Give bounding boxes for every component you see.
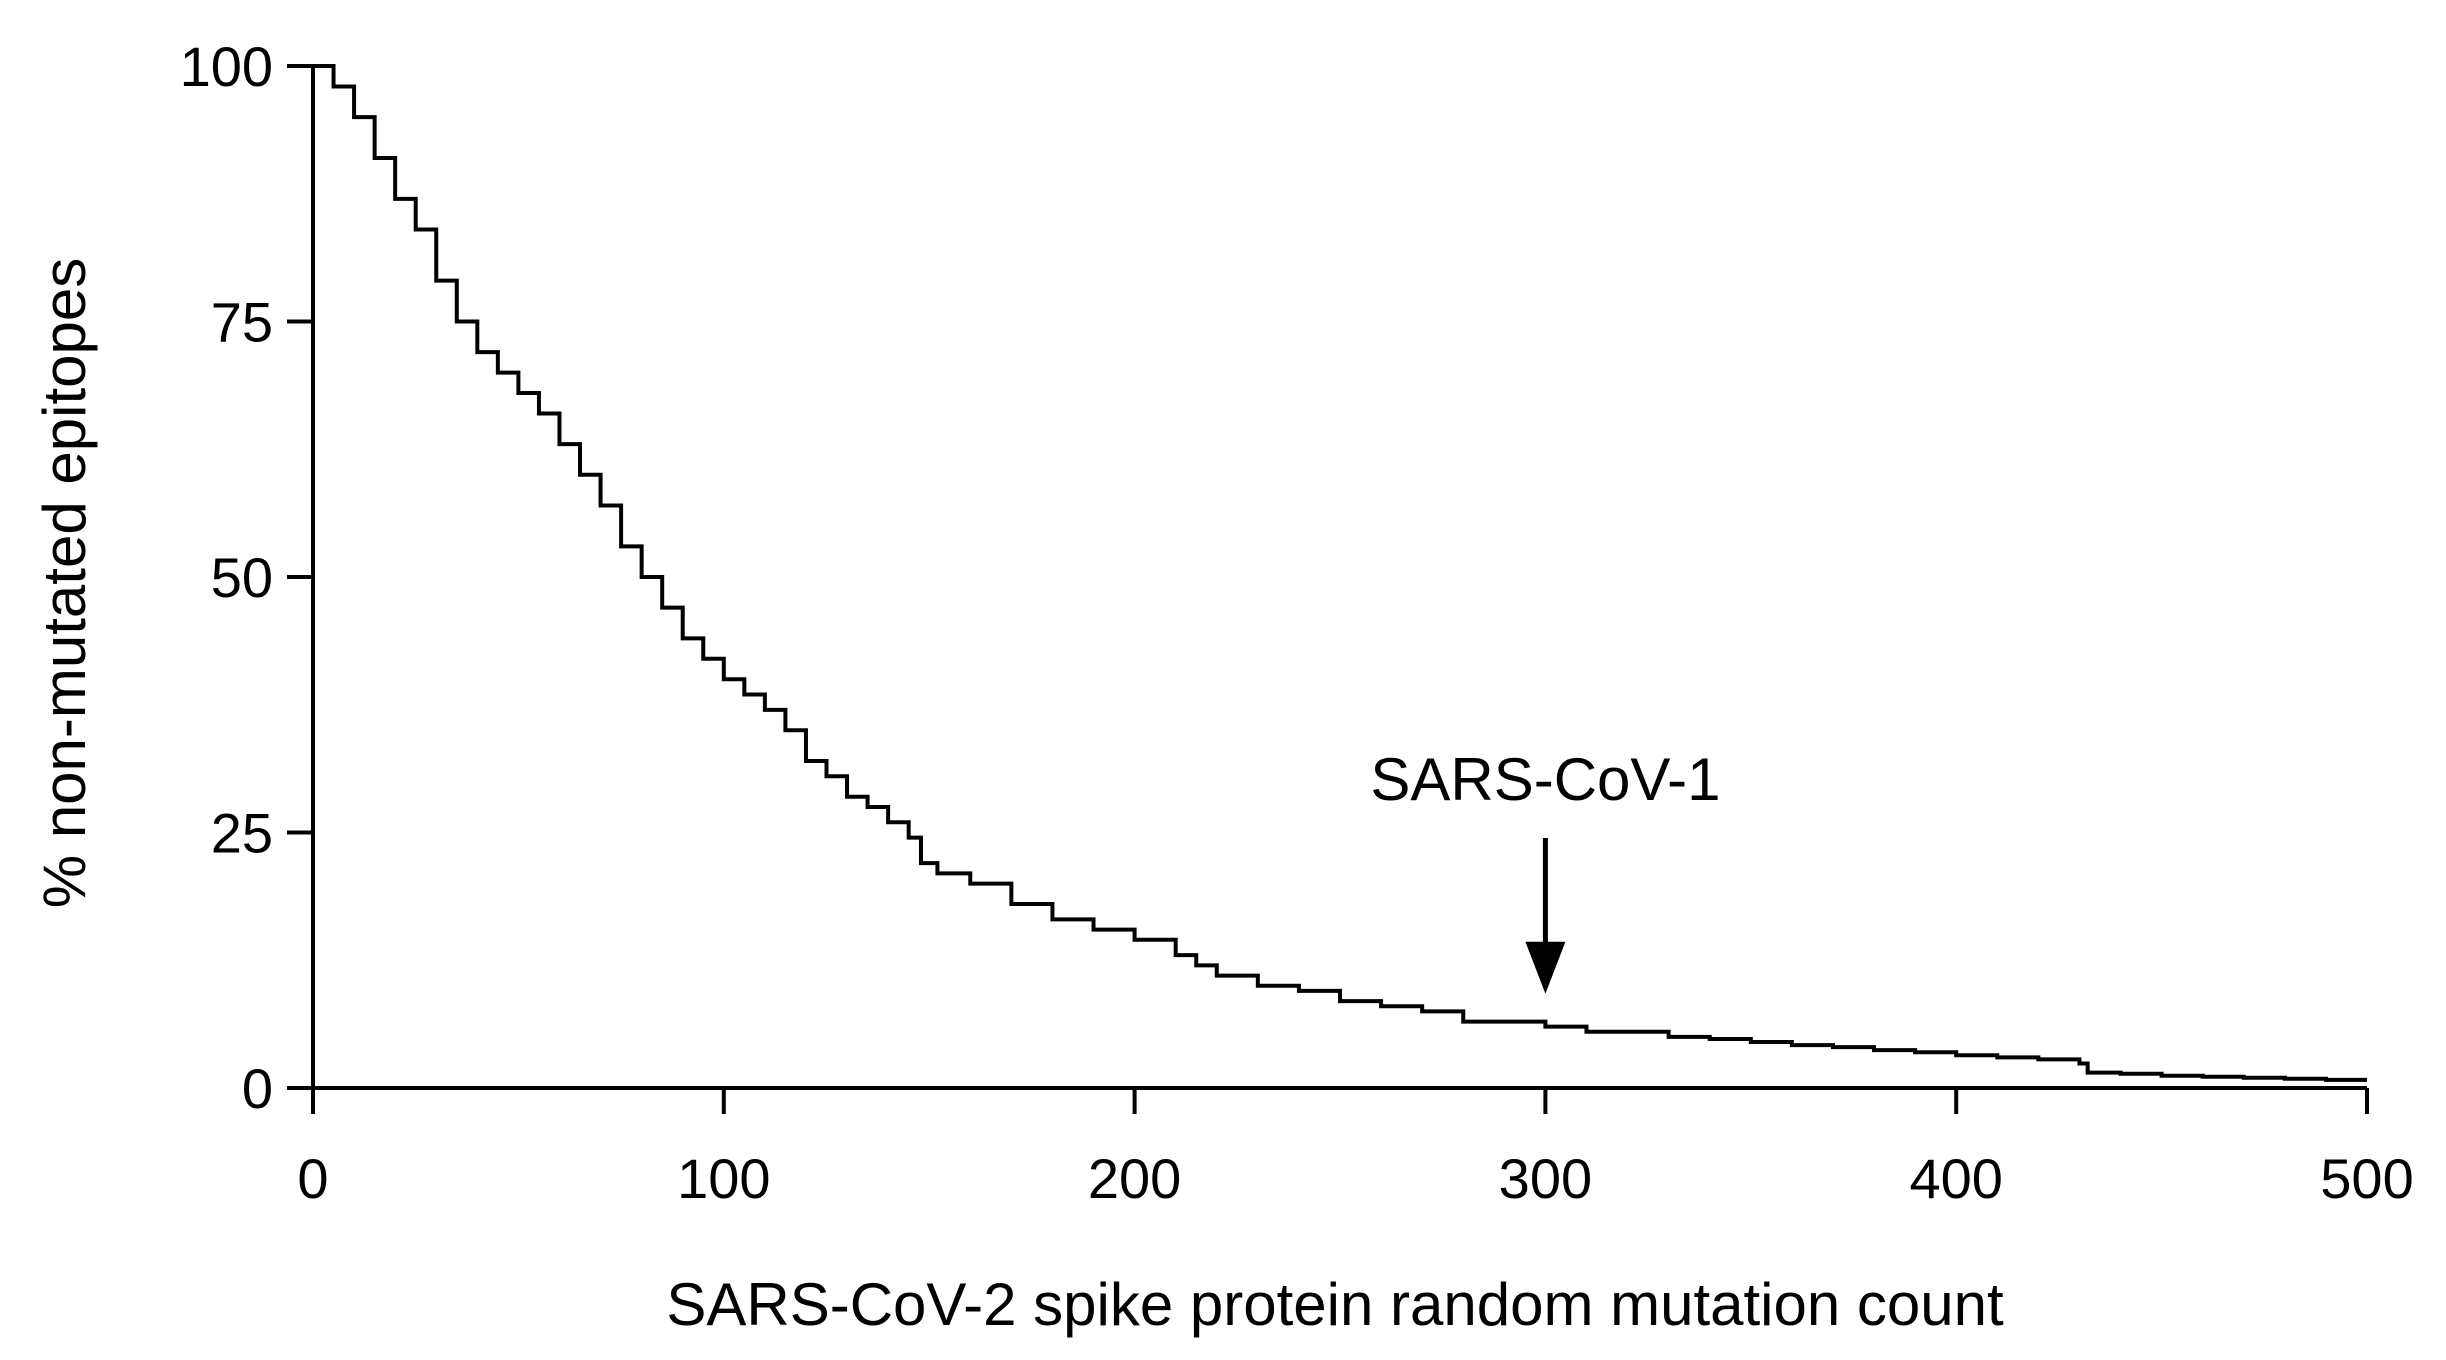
x-tick-label-400: 400 — [1909, 1147, 2002, 1210]
y-tick-label-100: 100 — [180, 35, 273, 98]
x-tick-label-200: 200 — [1088, 1147, 1181, 1210]
axes — [311, 66, 2367, 1090]
y-axis-title: % non-mutated epitopes — [31, 258, 98, 908]
y-tick-label-50: 50 — [211, 546, 273, 609]
x-axis-ticks: 0 100 200 300 400 500 — [297, 1088, 2414, 1210]
y-tick-label-25: 25 — [211, 802, 273, 865]
x-tick-label-500: 500 — [2320, 1147, 2413, 1210]
y-tick-label-75: 75 — [211, 291, 273, 354]
annotation-label: SARS-CoV-1 — [1370, 746, 1720, 813]
x-tick-label-0: 0 — [297, 1147, 328, 1210]
y-tick-label-0: 0 — [242, 1057, 273, 1120]
x-tick-label-300: 300 — [1499, 1147, 1592, 1210]
annotation-sars-cov-1: SARS-CoV-1 — [1370, 746, 1720, 994]
y-axis-ticks: 0 25 50 75 100 — [180, 35, 313, 1120]
x-axis-title: SARS-CoV-2 spike protein random mutation… — [666, 1271, 2004, 1338]
annotation-arrow-head — [1525, 941, 1566, 994]
series-line — [313, 64, 2367, 1082]
x-tick-label-100: 100 — [677, 1147, 770, 1210]
